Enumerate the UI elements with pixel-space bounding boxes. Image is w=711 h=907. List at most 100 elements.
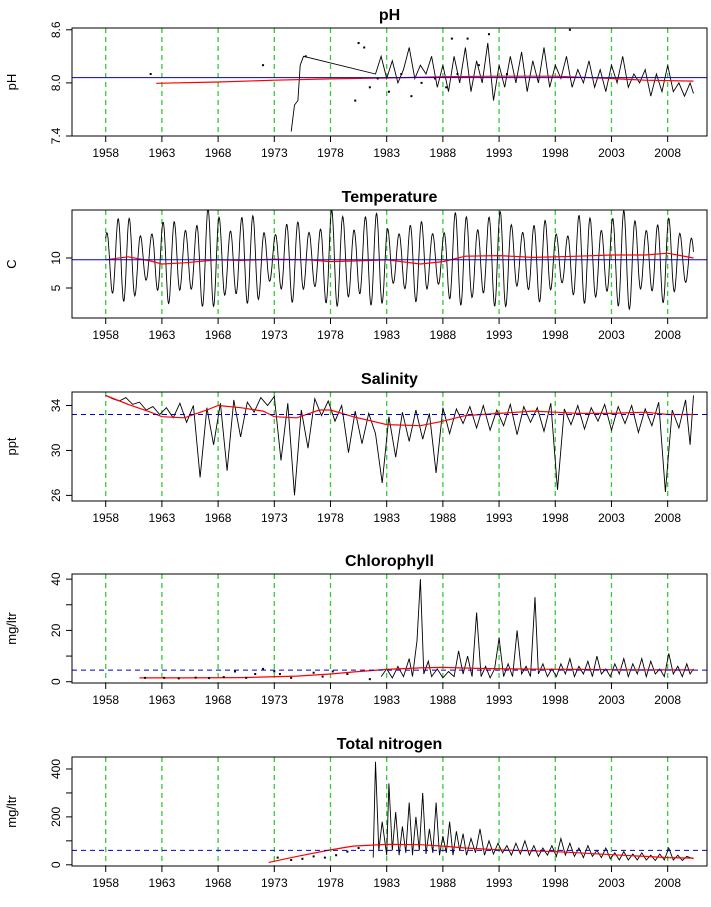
x-tick-label: 1993: [486, 146, 513, 160]
x-tick-label: 1988: [430, 328, 457, 342]
x-tick-label: 2008: [654, 146, 681, 160]
x-tick-label: 1973: [261, 693, 288, 707]
point-3: [357, 42, 360, 45]
x-tick-label: 1983: [373, 328, 400, 342]
x-tick-label: 2003: [598, 693, 625, 707]
x-tick-label: 1988: [430, 146, 457, 160]
point-1: [163, 676, 166, 679]
x-tick-label: 2003: [598, 328, 625, 342]
point-11: [420, 81, 423, 84]
x-tick-label: 1993: [486, 511, 513, 525]
x-tick-label: 1983: [373, 876, 400, 890]
chart-title: Total nitrogen: [337, 736, 442, 753]
plot-frame: [71, 573, 708, 684]
point-4: [208, 677, 211, 680]
x-tick-label: 1978: [317, 693, 344, 707]
x-tick-label: 1988: [430, 693, 457, 707]
x-tick-label: 1993: [486, 693, 513, 707]
series-observed: [372, 761, 694, 862]
x-tick-label: 1998: [542, 693, 569, 707]
x-tick-label: 1968: [205, 146, 232, 160]
x-tick-label: 1968: [205, 511, 232, 525]
series-trend: [139, 666, 694, 679]
panel-1: Temperature C 1958 1963 1968 1973 1978 1983 1988…: [4, 189, 708, 342]
y-tick-label: 400: [49, 759, 63, 779]
point-1: [290, 859, 293, 862]
x-tick-label: 1963: [149, 146, 176, 160]
point-3: [312, 855, 315, 858]
y-tick-label: 0: [49, 678, 63, 685]
point-9: [400, 73, 403, 76]
panel-0: pH pH 1958 1963 1968 1973 1978 1983 1988 1993 1998…: [4, 7, 708, 160]
y-axis-label: pH: [4, 74, 19, 91]
y-tick-label: 10: [49, 251, 63, 265]
x-tick-label: 1993: [486, 876, 513, 890]
y-tick-label: 30: [49, 443, 63, 457]
point-4: [363, 46, 366, 49]
x-tick-label: 1963: [149, 511, 176, 525]
panel-2: Salinity ppt 1958 1963 1968 1973 1978 1983 1988 1…: [4, 371, 708, 525]
x-tick-label: 1998: [542, 511, 569, 525]
point-19: [505, 73, 508, 76]
x-tick-label: 1983: [373, 693, 400, 707]
x-tick-label: 2008: [654, 511, 681, 525]
point-5: [354, 99, 357, 102]
point-16: [346, 673, 349, 676]
point-6: [368, 86, 371, 89]
point-5: [335, 854, 338, 857]
point-7: [357, 847, 360, 850]
x-tick-label: 1973: [261, 328, 288, 342]
point-18: [487, 33, 490, 36]
x-tick-label: 1968: [205, 876, 232, 890]
point-1: [262, 64, 265, 67]
point-10: [410, 95, 413, 98]
point-2: [304, 55, 307, 58]
x-tick-label: 1988: [430, 511, 457, 525]
point-7: [245, 676, 248, 679]
point-0: [144, 676, 147, 679]
x-tick-label: 1968: [205, 693, 232, 707]
chart-title: pH: [379, 7, 400, 24]
point-6: [233, 670, 236, 673]
x-tick-label: 1958: [92, 328, 119, 342]
y-tick-label: 20: [49, 623, 63, 637]
x-tick-label: 1958: [92, 146, 119, 160]
x-tick-label: 1978: [317, 876, 344, 890]
x-tick-label: 1983: [373, 511, 400, 525]
y-tick-label: 7.4: [49, 127, 63, 144]
point-7: [376, 77, 379, 80]
point-16: [466, 37, 469, 40]
point-17: [477, 64, 480, 67]
y-tick-label: 8.6: [49, 21, 63, 38]
point-2: [177, 677, 180, 680]
series-observed: [105, 394, 694, 496]
y-axis-label: C: [4, 259, 19, 268]
point-17: [368, 678, 371, 681]
x-tick-label: 2008: [654, 328, 681, 342]
panel-3: Chlorophyll mg/ltr 1958 1963 1968 1973 1978 198…: [4, 553, 708, 707]
point-15: [456, 73, 459, 76]
x-tick-label: 1973: [261, 876, 288, 890]
plot-frame: [71, 209, 708, 319]
point-0: [149, 73, 152, 76]
point-14: [321, 675, 324, 678]
y-tick-label: 5: [49, 284, 63, 291]
chart-title: Salinity: [361, 371, 418, 388]
series-trend: [156, 75, 694, 84]
y-tick-label: 34: [49, 398, 63, 412]
series-observed: [380, 579, 694, 680]
y-tick-label: 8.0: [49, 74, 63, 91]
x-tick-label: 1958: [92, 693, 119, 707]
x-tick-label: 1963: [149, 693, 176, 707]
x-tick-label: 1993: [486, 328, 513, 342]
y-tick-label: 0: [49, 861, 63, 868]
point-13: [445, 86, 448, 89]
x-tick-label: 1998: [542, 328, 569, 342]
x-tick-label: 2008: [654, 693, 681, 707]
point-0: [276, 856, 279, 859]
x-tick-label: 2003: [598, 511, 625, 525]
x-tick-label: 1958: [92, 511, 119, 525]
point-2: [301, 857, 304, 860]
x-tick-label: 1978: [317, 328, 344, 342]
